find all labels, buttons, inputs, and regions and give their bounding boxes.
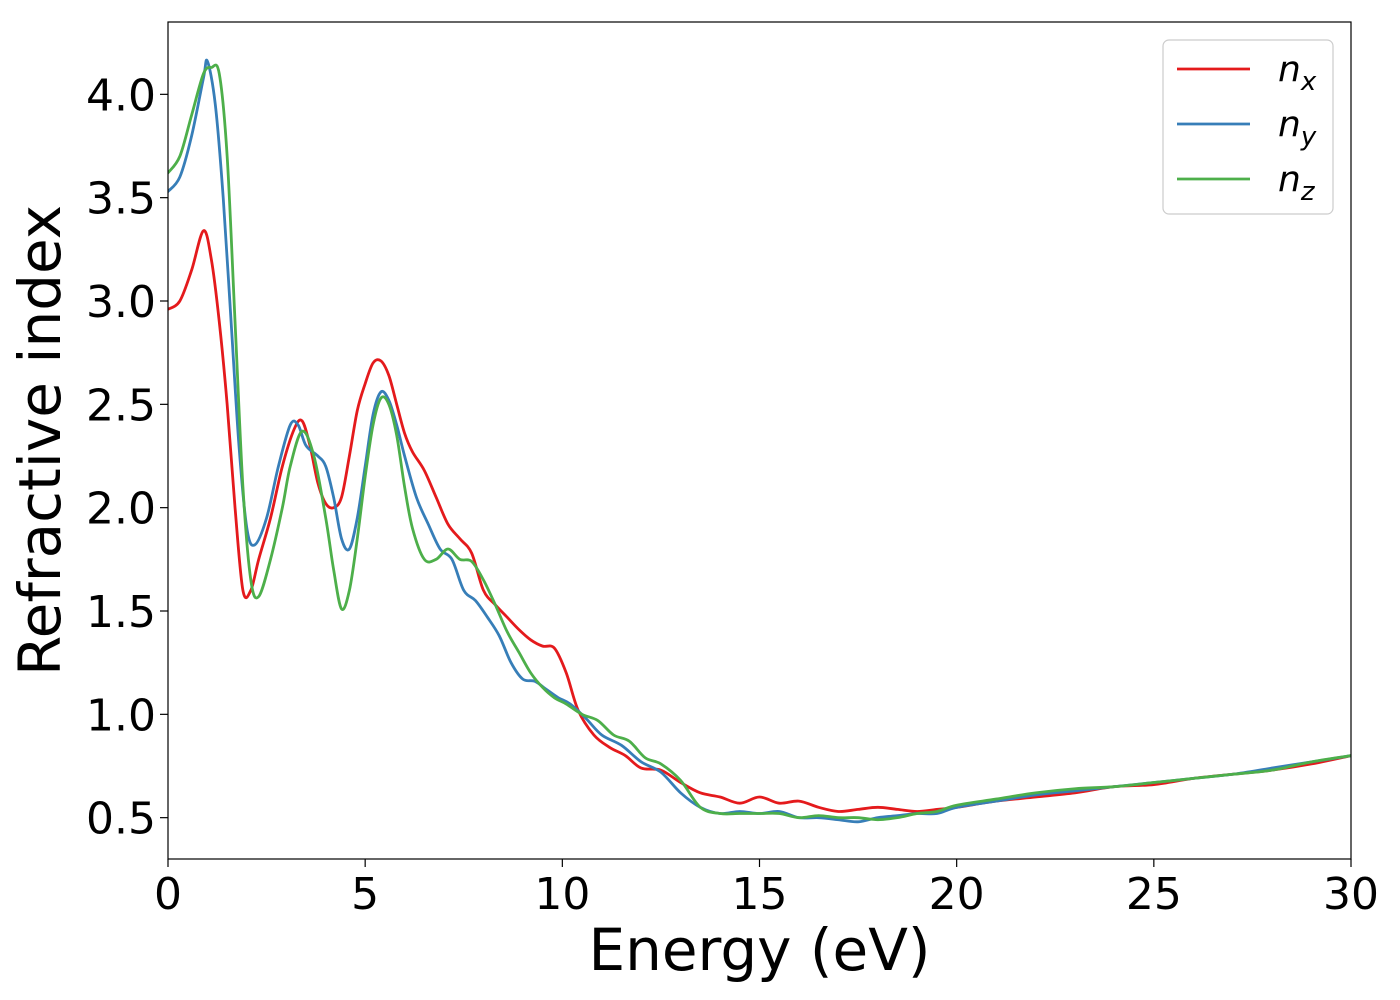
x-tick-label: 30 <box>1323 869 1379 920</box>
y-tick-label: 1.5 <box>86 587 156 638</box>
x-tick-label: 10 <box>534 869 590 920</box>
x-tick-label: 5 <box>351 869 379 920</box>
series-layer <box>168 58 1351 824</box>
legend-label-y: ny <box>1278 104 1317 152</box>
x-tick-label: 25 <box>1126 869 1182 920</box>
y-tick-label: 1.0 <box>86 690 156 741</box>
y-tick-label: 4.0 <box>86 70 156 121</box>
y-tick-label: 3.5 <box>86 174 156 225</box>
legend-box <box>1162 39 1334 215</box>
series-line-x <box>168 229 1351 813</box>
y-axis-label: Refractive index <box>6 205 74 676</box>
legend-label-x: nx <box>1278 49 1317 97</box>
x-tick-label: 15 <box>732 869 788 920</box>
x-axis-label: Energy (eV) <box>588 916 930 984</box>
y-tick-label: 0.5 <box>86 794 156 845</box>
x-tick-label: 20 <box>929 869 985 920</box>
y-tick-label: 3.0 <box>86 277 156 328</box>
legend: nx ny nz <box>1162 39 1334 215</box>
y-tick-label: 2.0 <box>86 484 156 535</box>
y-axis: 0.5 1.0 1.5 2.0 2.5 3.0 3.5 4.0 <box>86 70 168 845</box>
legend-label-z: nz <box>1278 159 1316 207</box>
x-tick-label: 0 <box>154 869 182 920</box>
x-axis: 0 5 10 15 20 25 30 <box>154 859 1379 920</box>
y-tick-label: 2.5 <box>86 380 156 431</box>
series-line-z <box>168 63 1351 822</box>
